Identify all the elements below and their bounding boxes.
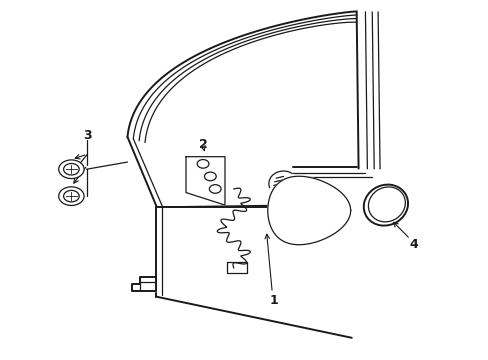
- Text: 3: 3: [83, 129, 92, 142]
- Text: 2: 2: [198, 138, 207, 150]
- Circle shape: [63, 190, 79, 202]
- Text: 4: 4: [409, 238, 418, 251]
- Circle shape: [63, 163, 79, 175]
- Text: 1: 1: [269, 294, 278, 307]
- Circle shape: [209, 185, 221, 193]
- Polygon shape: [132, 277, 156, 291]
- Circle shape: [59, 160, 84, 179]
- Circle shape: [197, 159, 208, 168]
- Polygon shape: [185, 157, 224, 205]
- Circle shape: [59, 187, 84, 206]
- Circle shape: [204, 172, 216, 181]
- Polygon shape: [227, 262, 246, 273]
- Polygon shape: [267, 176, 350, 245]
